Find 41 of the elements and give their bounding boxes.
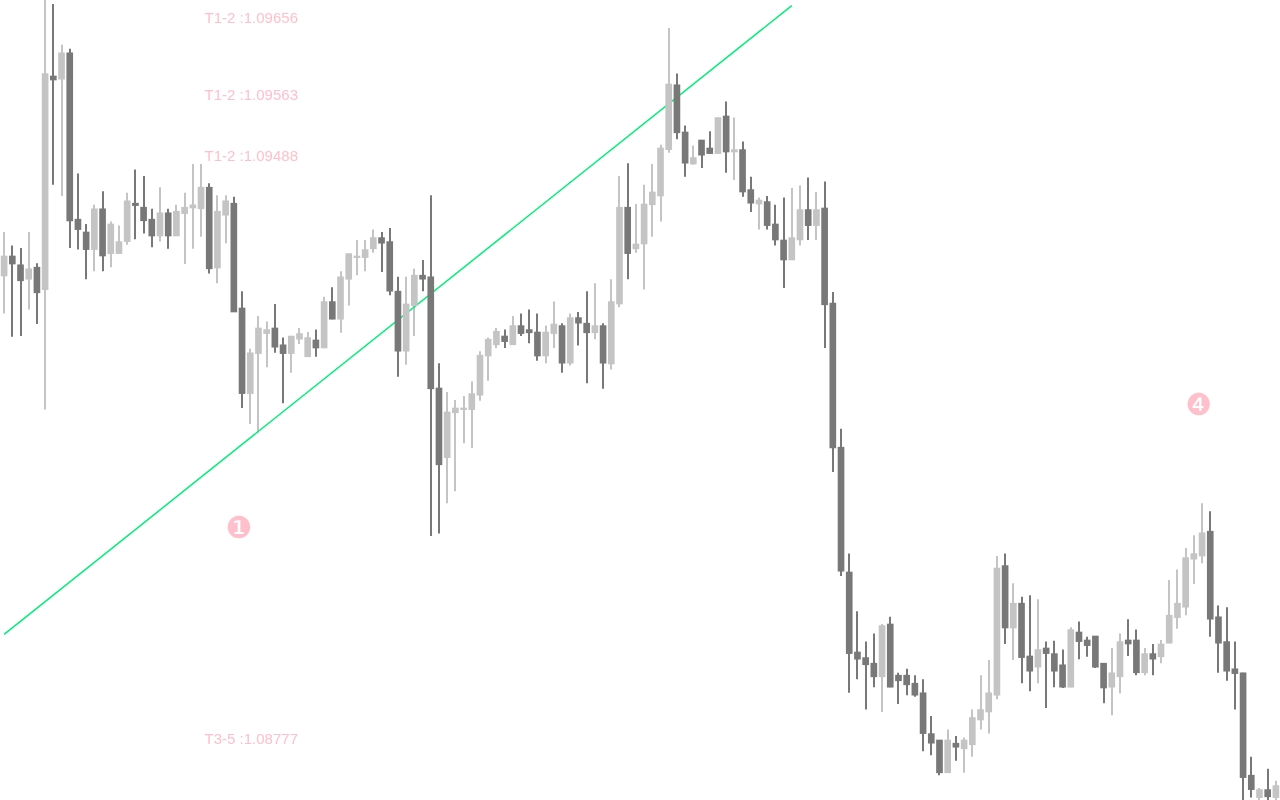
candlestick xyxy=(361,239,369,273)
annotation: T1-2 :1.09563 xyxy=(204,86,298,104)
candlestick xyxy=(17,247,24,337)
candlestick xyxy=(132,168,139,241)
candlestick xyxy=(1247,755,1255,799)
candlestick xyxy=(591,282,599,341)
candlestick xyxy=(8,244,16,338)
candlestick xyxy=(156,186,164,243)
candlestick xyxy=(1034,598,1042,685)
candlestick xyxy=(1149,643,1157,677)
annotation: ❹ xyxy=(1185,386,1213,422)
candlestick xyxy=(1231,640,1239,711)
candlestick xyxy=(804,176,812,241)
candlestick xyxy=(279,336,287,405)
candlestick xyxy=(1264,767,1272,800)
candlestick xyxy=(1190,534,1198,585)
candlestick xyxy=(25,231,33,311)
candlestick xyxy=(501,328,508,349)
candlestick xyxy=(164,207,172,250)
candlestick xyxy=(271,303,279,354)
annotation: T3-5 :1.08777 xyxy=(204,730,298,748)
candlestick xyxy=(780,196,787,289)
candlestick xyxy=(370,228,377,254)
candlestick xyxy=(115,224,123,255)
annotation: ❶ xyxy=(225,509,253,545)
candlestick xyxy=(1108,647,1116,717)
candlestick xyxy=(813,191,820,241)
candlestick xyxy=(690,144,697,166)
candlestick xyxy=(328,286,336,321)
candlestick xyxy=(1141,647,1148,677)
candlestick xyxy=(517,312,525,337)
candlestick xyxy=(509,315,517,346)
candlestick xyxy=(911,674,919,698)
annotation: T1-2 :1.09488 xyxy=(204,147,298,165)
annotation: T1-2 :1.09656 xyxy=(204,9,298,27)
candlestick xyxy=(731,116,738,181)
candlestick xyxy=(50,3,57,186)
candlestick xyxy=(1198,502,1206,565)
candlestick xyxy=(1272,779,1280,800)
candlestick xyxy=(788,187,796,261)
candlestick xyxy=(952,735,960,762)
